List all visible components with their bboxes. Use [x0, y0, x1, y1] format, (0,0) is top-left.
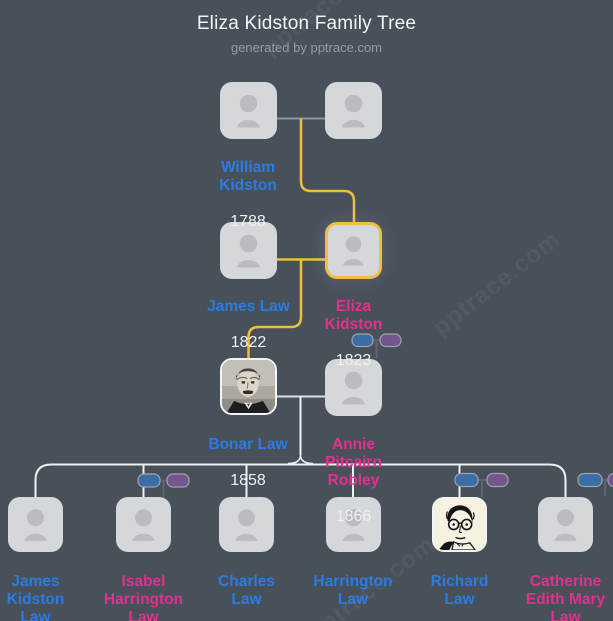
avatar-placeholder-icon — [342, 94, 365, 128]
avatar-placeholder-icon — [24, 509, 47, 541]
person-card-unknown-partner[interactable] — [325, 82, 382, 139]
page-title: Eliza Kidston Family Tree — [196, 13, 417, 34]
person-label-annie-robley: Annie Pitcairn Robley 1866 — [294, 418, 414, 544]
partner-indicator-link — [160, 479, 167, 497]
avatar-placeholder-icon — [237, 234, 260, 267]
person-label-catherine-law: Catherine Edith Mary Law 1905 — [506, 555, 613, 621]
avatar-placeholder-icon — [132, 509, 155, 541]
person-label-william-kidston: William Kidston 1788 — [188, 141, 308, 249]
person-card-harrington-law[interactable] — [325, 497, 381, 552]
partner-indicator-catherine[interactable] — [577, 472, 613, 497]
avatar-placeholder-icon — [554, 509, 577, 541]
person-card-james-law[interactable] — [220, 221, 277, 279]
person-card-richard-law[interactable] — [432, 497, 487, 552]
person-label-james-law: James Law 1822 — [189, 280, 309, 370]
partner-badge-purple[interactable] — [379, 333, 402, 348]
partner-badge-blue[interactable] — [137, 473, 161, 488]
person-label-bonar-law: Bonar Law 1858 — [188, 418, 308, 508]
person-label-harrington-law: Harrington Law 1899 — [293, 555, 413, 621]
person-card-isabel-law[interactable] — [116, 497, 171, 552]
person-label-charles-law: Charles Law 1897 — [187, 555, 307, 621]
person-name: Catherine Edith Mary Law — [525, 573, 606, 621]
avatar-placeholder-icon — [235, 509, 258, 541]
person-name: Charles Law — [218, 573, 275, 608]
partner-indicator-link — [373, 339, 380, 359]
avatar-placeholder-icon — [236, 94, 260, 128]
richard-law-portrait — [434, 499, 485, 550]
person-year: 1822 — [230, 334, 267, 351]
partner-indicator-link — [602, 479, 608, 496]
person-label-isabel-law: Isabel Harrington Law 1895 — [84, 555, 204, 621]
bonar-law-portrait — [222, 360, 275, 413]
partner-indicator-annie[interactable] — [351, 333, 402, 359]
person-card-william-kidston[interactable] — [219, 82, 277, 139]
person-name: William Kidston — [219, 159, 277, 194]
lineage-line-to-eliza — [299, 118, 356, 223]
person-name: Eliza Kidston — [324, 298, 383, 333]
person-name: Bonar Law — [208, 436, 288, 453]
person-year: 1788 — [230, 213, 266, 230]
partner-indicator-isabel[interactable] — [137, 473, 190, 497]
person-card-eliza-kidston-root[interactable] — [325, 221, 382, 279]
person-card-james-kidston-law[interactable] — [8, 497, 63, 552]
partner-badge-purple[interactable] — [486, 472, 509, 488]
person-name: Richard Law — [430, 573, 489, 608]
partner-badge-purple[interactable] — [166, 473, 190, 488]
partner-indicator-richard[interactable] — [454, 472, 509, 498]
person-name: Isabel Harrington Law — [103, 573, 184, 621]
avatar-placeholder-icon — [343, 235, 364, 266]
person-name: James Kidston Law — [6, 573, 65, 621]
avatar-placeholder-icon — [342, 371, 365, 405]
partner-badge-blue[interactable] — [577, 472, 603, 488]
person-label-james-kidston-law: James Kidston Law 1893 — [0, 555, 96, 621]
page-subtitle: generated by pptrace.com — [230, 40, 383, 55]
partner-badge-purple[interactable] — [607, 472, 613, 488]
lineage-line-to-bonar — [247, 259, 303, 359]
person-name: Annie Pitcairn Robley — [325, 436, 382, 489]
person-card-charles-law[interactable] — [219, 497, 274, 552]
children-rail — [34, 463, 567, 497]
person-name: James Law — [207, 298, 290, 315]
partner-indicator-link — [478, 479, 487, 497]
avatar-placeholder-icon — [341, 509, 365, 541]
person-card-annie-robley[interactable] — [325, 359, 382, 416]
person-year: 1866 — [335, 508, 372, 525]
partner-badge-blue[interactable] — [454, 472, 479, 488]
person-card-catherine-law[interactable] — [538, 497, 593, 552]
person-year: 1858 — [230, 472, 266, 489]
person-card-bonar-law[interactable] — [220, 358, 277, 415]
partner-badge-blue[interactable] — [351, 333, 374, 348]
person-name: Harrington Law — [313, 573, 393, 608]
descent-stem-curl — [287, 449, 314, 465]
person-year: 1823 — [335, 352, 372, 369]
person-label-richard-law: Richard Law 1901 — [400, 555, 520, 621]
person-label-eliza-kidston: Eliza Kidston 1823 — [294, 280, 414, 388]
